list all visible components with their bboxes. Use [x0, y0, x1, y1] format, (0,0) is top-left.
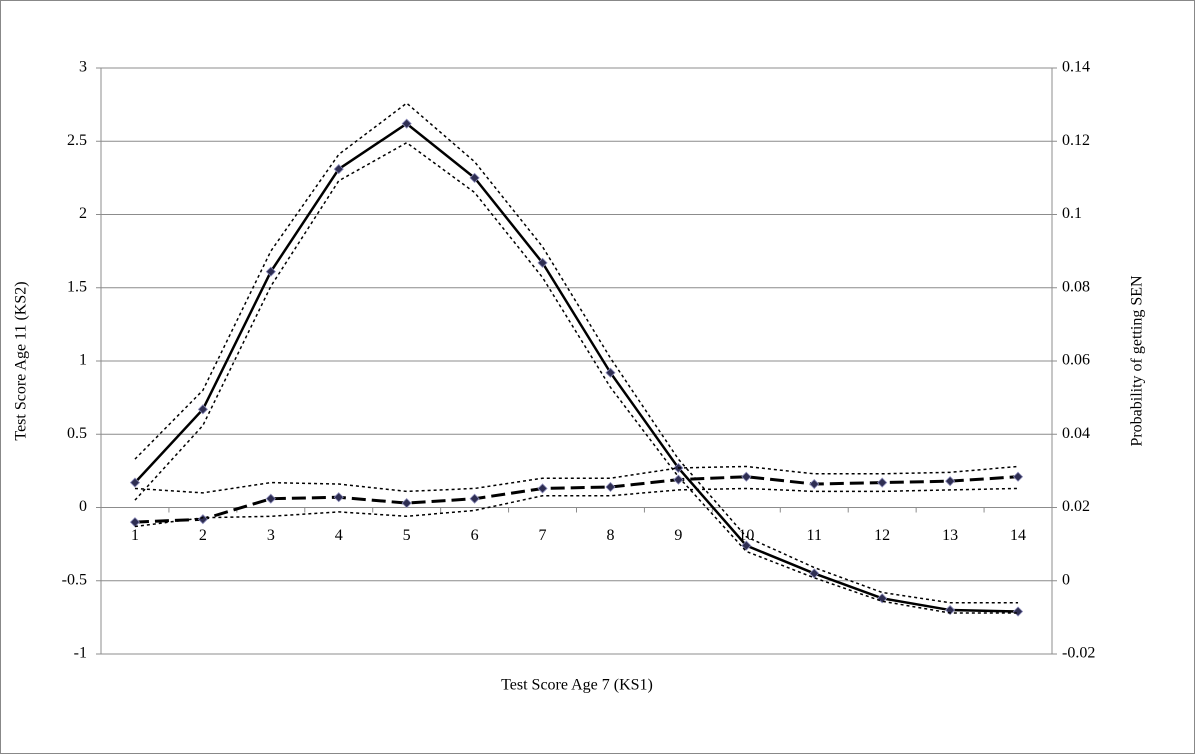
data-point: [537, 257, 548, 268]
data-point: [877, 477, 888, 488]
data-point: [469, 172, 480, 183]
data-point: [1012, 471, 1024, 482]
y-tick-label: 0.5: [67, 425, 87, 442]
series-line: [134, 141, 1019, 614]
y-axis-title: Test Score Age 11 (KS2): [13, 281, 30, 440]
x-tick-label: 8: [606, 527, 614, 544]
series-line: [134, 465, 1019, 494]
y2-tick-label: -0.02: [1062, 645, 1095, 662]
x-tick-label: 4: [335, 527, 343, 544]
x-tick-label: 13: [942, 527, 958, 544]
data-point: [809, 478, 820, 490]
x-tick-label: 12: [874, 527, 890, 544]
series-line: [134, 102, 1019, 604]
data-point: [129, 517, 141, 528]
data-point: [741, 540, 752, 551]
data-point: [401, 118, 412, 129]
data-point: [197, 514, 208, 525]
data-point: [741, 471, 752, 482]
data-point: [333, 492, 344, 503]
y2-tick-label: 0.06: [1062, 352, 1090, 369]
data-point: [197, 404, 208, 415]
x-tick-label: 3: [267, 527, 275, 544]
y-tick-label: 1.5: [67, 278, 87, 295]
data-point: [265, 266, 276, 277]
y-tick-label: 3: [79, 59, 87, 76]
data-point: [537, 483, 548, 494]
x-axis-title: Test Score Age 7 (KS1): [501, 677, 653, 694]
y2-tick-label: 0.02: [1062, 498, 1090, 515]
y2-tick-label: 0.08: [1062, 278, 1090, 295]
y-tick-label: 2.5: [67, 132, 87, 149]
data-point: [809, 568, 820, 579]
y2-axis-title: Probability of getting SEN: [1129, 275, 1146, 447]
y-tick-label: 2: [79, 205, 87, 222]
y2-tick-label: 0.04: [1062, 425, 1090, 442]
x-tick-label: 14: [1010, 527, 1026, 544]
data-point: [265, 493, 276, 504]
series-line: [134, 122, 1019, 613]
y2-tick-label: 0.1: [1062, 205, 1082, 222]
data-point: [945, 476, 956, 487]
series-line: [134, 487, 1019, 528]
series-line: [134, 475, 1019, 524]
data-point: [605, 481, 616, 493]
data-point: [469, 493, 480, 504]
x-tick-label: 6: [471, 527, 479, 544]
x-tick-label: 5: [403, 527, 411, 544]
x-tick-label: 1: [131, 527, 139, 544]
data-point: [605, 367, 616, 378]
x-tick-label: 2: [199, 527, 207, 544]
y-tick-label: 1: [79, 352, 87, 369]
data-point: [1012, 606, 1024, 617]
data-point: [129, 477, 141, 488]
y-tick-label: -0.5: [62, 571, 87, 588]
data-point: [945, 604, 956, 616]
y-tick-label: -1: [74, 645, 87, 662]
y-tick-label: 0: [79, 498, 87, 515]
x-tick-label: 11: [807, 527, 822, 544]
y2-tick-label: 0.14: [1062, 59, 1090, 76]
x-tick-label: 7: [539, 527, 547, 544]
x-tick-label: 9: [674, 527, 682, 544]
y2-tick-label: 0.12: [1062, 132, 1090, 149]
data-point: [673, 474, 684, 485]
y2-tick-label: 0: [1062, 571, 1070, 588]
data-point: [401, 498, 412, 509]
data-point: [333, 164, 344, 175]
